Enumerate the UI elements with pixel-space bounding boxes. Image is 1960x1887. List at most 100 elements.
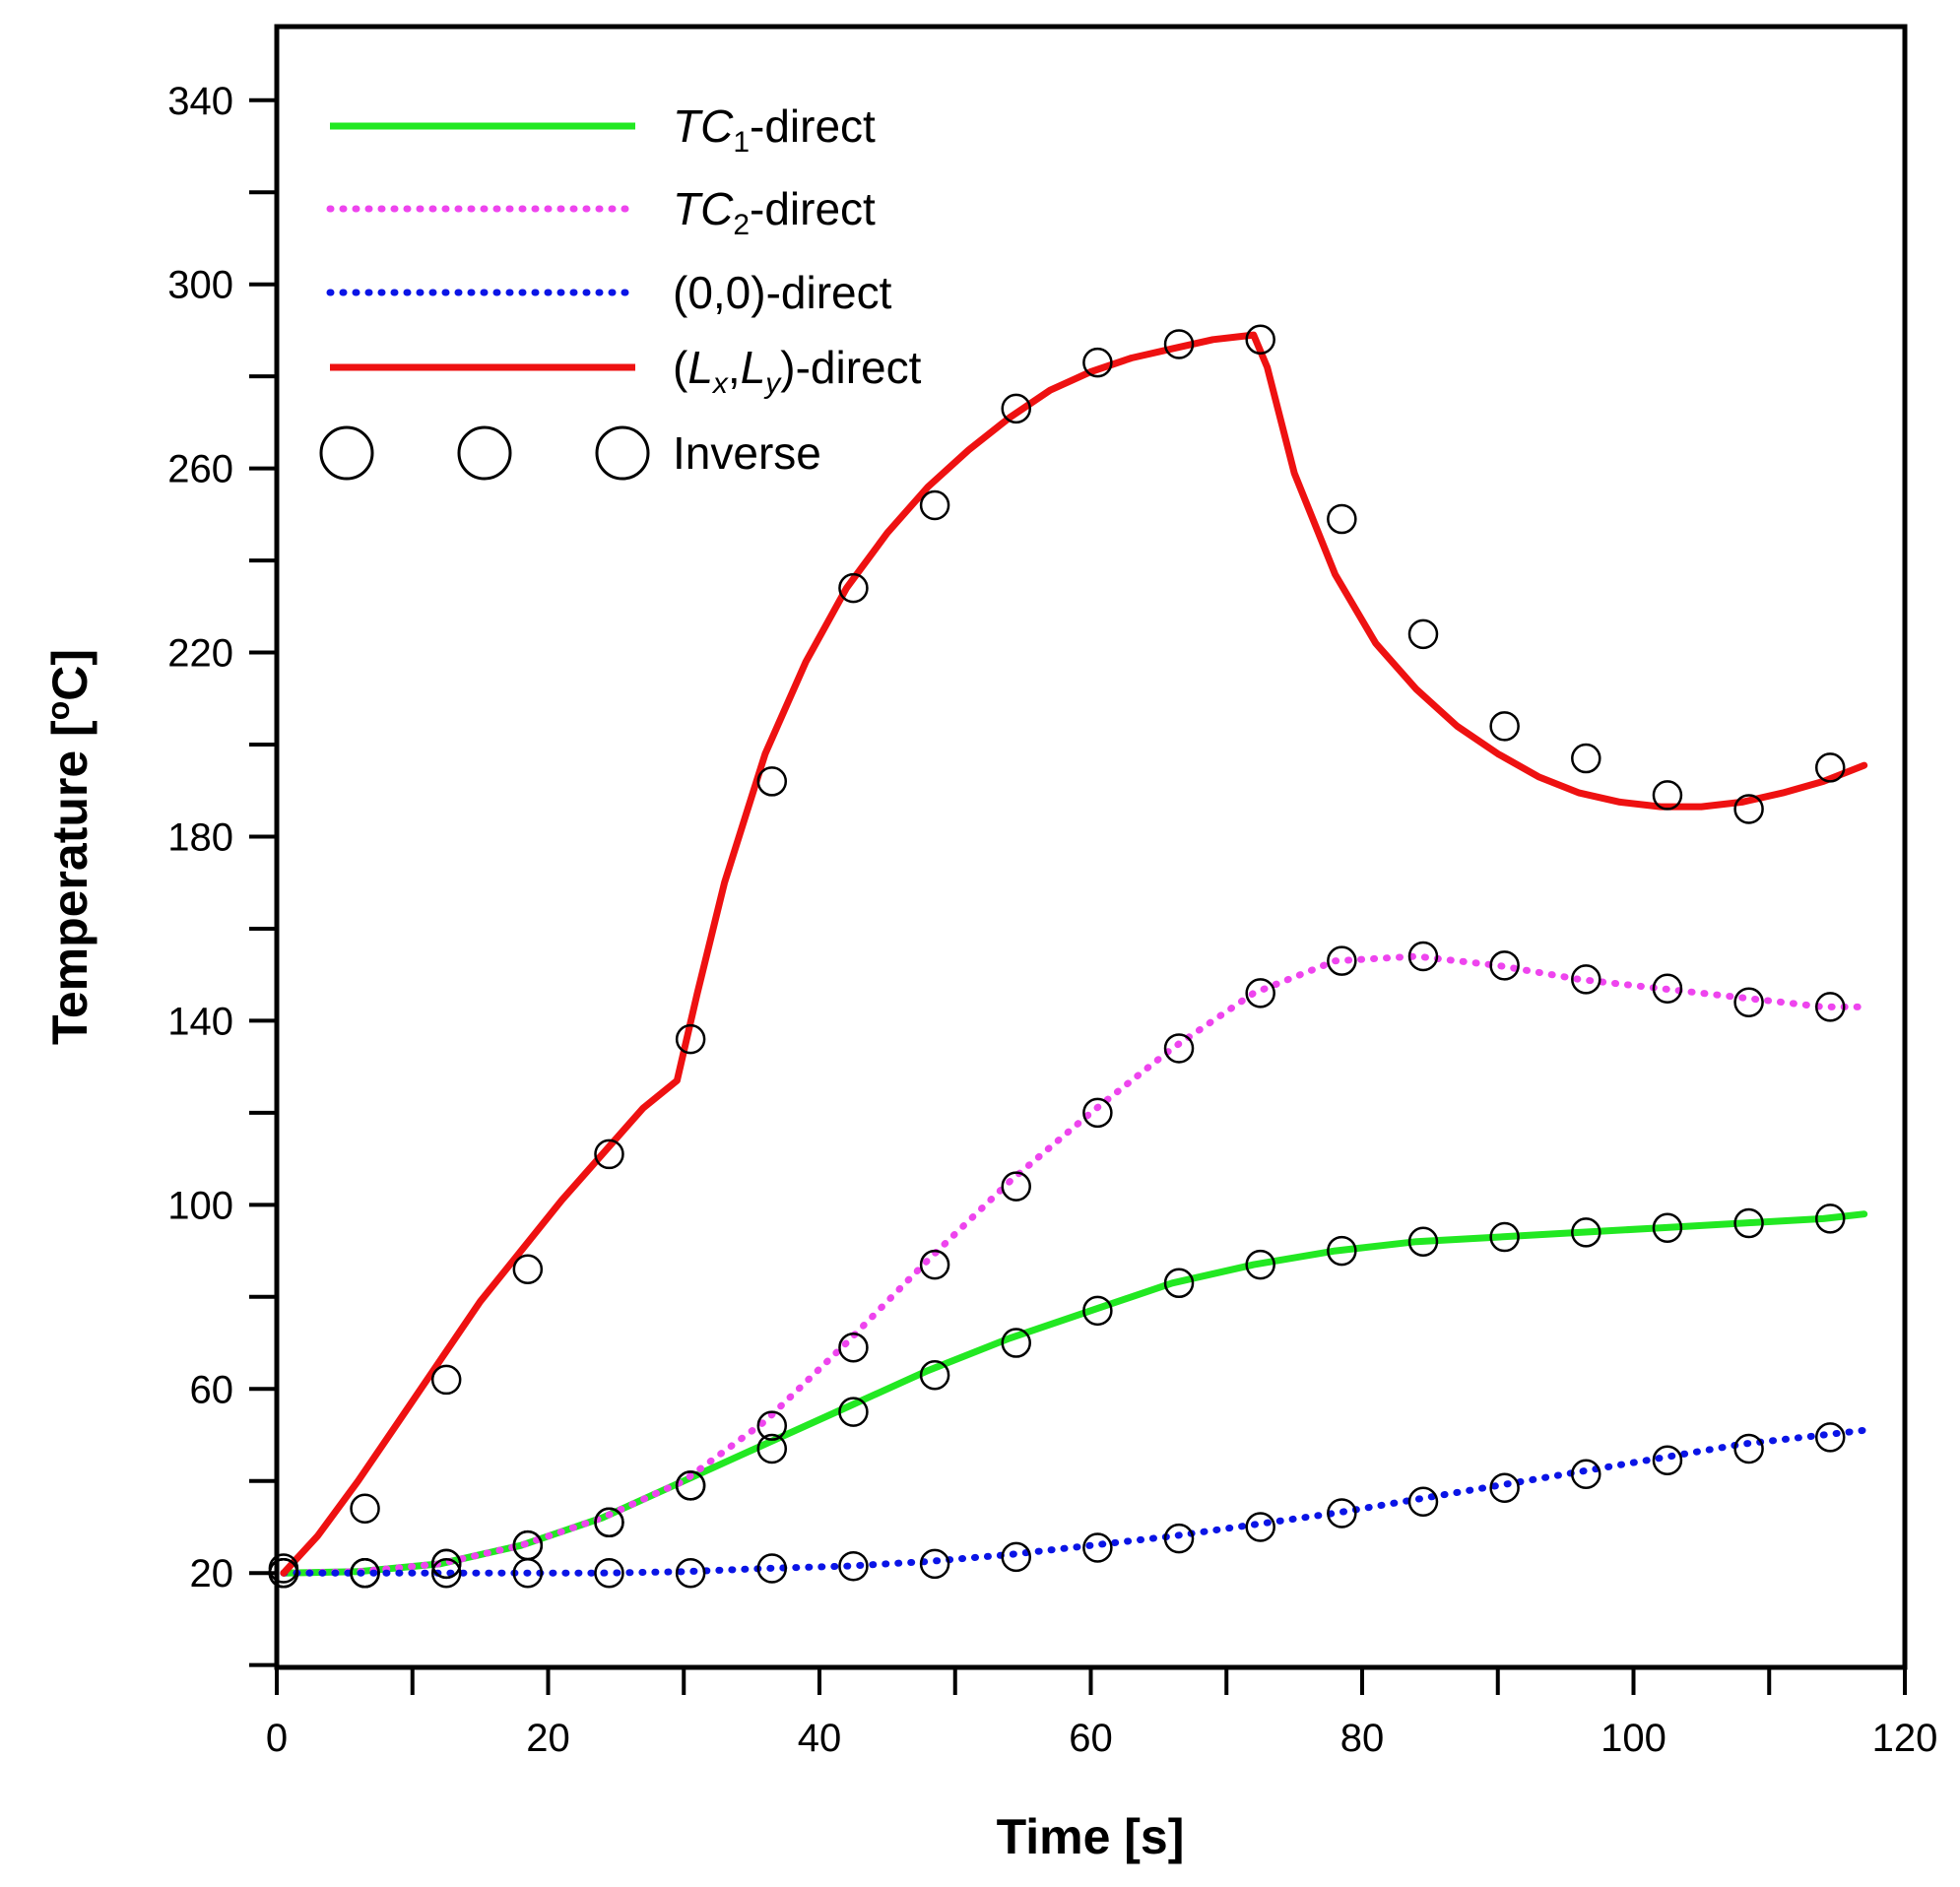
inverse-marker-origin-19	[1814, 1422, 1846, 1453]
inverse-marker-origin-3	[512, 1557, 544, 1589]
inverse-marker-origin-16	[1571, 1459, 1601, 1489]
legend-marker-inverse-2	[457, 425, 512, 481]
inverse-marker-corner-2	[430, 1364, 462, 1396]
series-line-tc1	[280, 1210, 1868, 1577]
inverse-marker-tc1-14	[1407, 1226, 1439, 1257]
inverse-marker-corner-10	[1082, 347, 1113, 378]
y-tick-label-20: 20	[190, 1552, 234, 1595]
y-tick-label-300: 300	[167, 264, 233, 307]
legend-label-origin: (0,0)-direct	[673, 267, 892, 318]
series-line-tc2	[280, 952, 1868, 1577]
series-layer	[280, 331, 1868, 1577]
y-tick-label-260: 260	[167, 448, 233, 491]
inverse-marker-corner-19	[1814, 752, 1846, 783]
inverse-marker-tc2-6	[756, 1410, 788, 1441]
inverse-marker-origin-18	[1733, 1433, 1764, 1464]
inverse-marker-tc1-7	[838, 1397, 869, 1427]
legend-label-corner: (Lx,Ly)-direct	[673, 342, 922, 400]
y-axis-label: Temperature [oC]	[40, 649, 98, 1045]
inverse-marker-tc2-9	[1001, 1171, 1031, 1202]
inverse-marker-corner-15	[1489, 711, 1520, 742]
inverse-marker-tc2-16	[1571, 964, 1601, 995]
inverse-marker-tc1-19	[1814, 1204, 1846, 1234]
inverse-marker-tc1-8	[919, 1360, 950, 1391]
inverse-marker-tc2-8	[919, 1249, 950, 1280]
inverse-marker-tc2-10	[1082, 1097, 1113, 1129]
y-tick-label-60: 60	[190, 1368, 234, 1411]
inverse-marker-tc2-2	[430, 1548, 462, 1580]
x-tick-label-120: 120	[1872, 1717, 1938, 1760]
y-tick-label-140: 140	[167, 1000, 233, 1043]
inverse-marker-corner-7	[838, 572, 869, 604]
inverse-marker-tc1-15	[1489, 1221, 1520, 1253]
inverse-marker-tc1-12	[1245, 1249, 1275, 1280]
plot-frame	[274, 24, 1908, 1670]
inverse-marker-origin-2	[430, 1557, 462, 1589]
inverse-marker-tc1-9	[1001, 1328, 1031, 1358]
y-tick-label-340: 340	[167, 80, 233, 123]
inverse-marker-tc2-5	[675, 1470, 706, 1501]
inverse-marker-tc1-17	[1652, 1212, 1683, 1243]
y-tick-label-100: 100	[167, 1184, 233, 1227]
inverse-marker-tc1-6	[756, 1433, 788, 1464]
inverse-marker-origin-11	[1163, 1523, 1195, 1554]
inverse-marker-tc1-18	[1733, 1207, 1764, 1239]
inverse-marker-corner-12	[1245, 324, 1275, 356]
legend-label-tc2: TC2-direct	[673, 183, 876, 241]
legend: TC1-direct TC2-direct (0,0)-direct (Lx,L…	[319, 100, 922, 481]
inverse-marker-tc1-13	[1327, 1235, 1357, 1267]
inverse-marker-origin-12	[1245, 1512, 1275, 1542]
inverse-marker-tc1-10	[1082, 1295, 1113, 1327]
y-axis-ticks: 20 60 100 140 180 220 260 300 340	[167, 80, 277, 1667]
inverse-marker-tc2-7	[838, 1332, 869, 1363]
inverse-marker-tc2-15	[1489, 950, 1520, 981]
inverse-marker-corner-0	[268, 1553, 299, 1584]
x-tick-label-40: 40	[798, 1717, 842, 1760]
legend-label-inverse: Inverse	[673, 427, 821, 479]
legend-marker-inverse-1	[319, 425, 374, 481]
inverse-marker-tc2-11	[1163, 1033, 1195, 1064]
x-tick-label-60: 60	[1069, 1717, 1113, 1760]
inverse-marker-origin-17	[1652, 1445, 1683, 1475]
x-tick-label-100: 100	[1601, 1717, 1666, 1760]
y-tick-label-220: 220	[167, 632, 233, 676]
inverse-marker-origin-8	[919, 1548, 950, 1580]
inverse-marker-corner-4	[594, 1139, 624, 1170]
inverse-marker-tc1-11	[1163, 1268, 1195, 1299]
inverse-marker-corner-11	[1163, 329, 1195, 359]
inverse-marker-tc2-13	[1327, 945, 1357, 976]
inverse-marker-tc2-14	[1407, 941, 1439, 972]
inverse-marker-tc2-19	[1814, 992, 1846, 1022]
inverse-marker-origin-1	[350, 1557, 380, 1589]
x-axis-label: Time [s]	[997, 1809, 1185, 1864]
inverse-marker-corner-16	[1571, 743, 1601, 774]
y-tick-label-180: 180	[167, 815, 233, 859]
inverse-marker-tc2-18	[1733, 987, 1764, 1017]
inverse-marker-corner-17	[1652, 780, 1683, 811]
inverse-marker-corner-6	[756, 766, 788, 797]
series-line-origin	[280, 1426, 1868, 1577]
inverse-marker-origin-7	[838, 1550, 869, 1582]
x-tick-label-0: 0	[266, 1717, 288, 1760]
inverse-markers	[268, 324, 1846, 1589]
inverse-marker-corner-14	[1407, 618, 1439, 650]
inverse-marker-origin-5	[675, 1557, 706, 1589]
inverse-marker-tc1-16	[1571, 1217, 1601, 1248]
inverse-marker-origin-4	[594, 1557, 624, 1589]
legend-label-tc1: TC1-direct	[673, 100, 876, 159]
inverse-marker-origin-15	[1489, 1472, 1520, 1503]
series-line-corner	[280, 331, 1868, 1577]
inverse-marker-tc2-4	[594, 1507, 624, 1538]
inverse-marker-corner-5	[675, 1023, 706, 1055]
inverse-marker-corner-8	[919, 489, 950, 521]
inverse-marker-tc2-12	[1245, 978, 1275, 1009]
legend-marker-inverse-3	[595, 425, 650, 481]
inverse-marker-origin-10	[1082, 1532, 1113, 1563]
inverse-marker-origin-6	[756, 1553, 788, 1584]
x-tick-label-80: 80	[1340, 1717, 1385, 1760]
inverse-marker-origin-9	[1001, 1541, 1031, 1573]
inverse-marker-tc2-17	[1652, 973, 1683, 1004]
x-tick-label-20: 20	[526, 1717, 570, 1760]
inverse-marker-corner-18	[1733, 794, 1764, 824]
